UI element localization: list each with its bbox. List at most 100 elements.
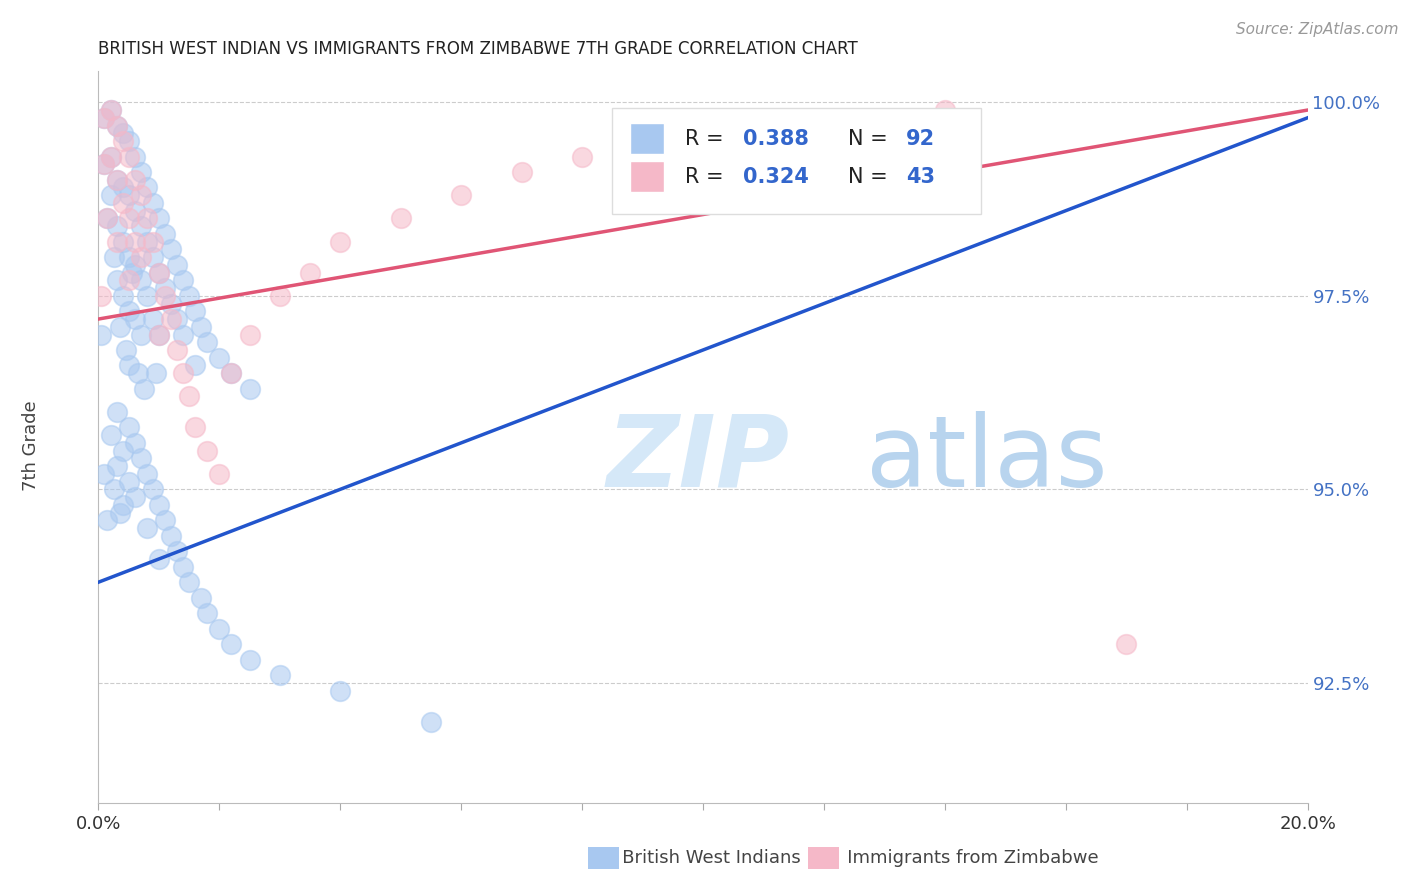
Text: R =: R = (685, 168, 730, 187)
Point (96, 513, 118, 527)
Point (571, 149, 593, 163)
Point (389, 211, 412, 226)
Point (221, 637, 243, 651)
Point (129, 250, 152, 264)
Text: 7th Grade: 7th Grade (22, 401, 39, 491)
Point (172, 366, 194, 380)
Point (100, 103, 122, 117)
Point (111, 235, 134, 249)
Point (160, 529, 183, 543)
Point (124, 258, 146, 272)
Text: atlas: atlas (866, 410, 1108, 508)
Point (118, 149, 141, 163)
Point (118, 250, 141, 264)
Point (153, 281, 176, 295)
Point (129, 327, 152, 342)
Point (184, 420, 207, 434)
Point (419, 714, 441, 729)
Point (105, 119, 128, 133)
Point (1115, 637, 1137, 651)
Point (111, 126, 134, 140)
Point (184, 304, 207, 318)
Point (160, 312, 183, 326)
Point (631, 134, 654, 148)
Point (148, 327, 170, 342)
Point (195, 335, 218, 350)
Point (111, 498, 134, 512)
Point (299, 266, 322, 280)
Point (177, 575, 201, 590)
Point (93, 111, 115, 125)
Point (118, 420, 141, 434)
Point (239, 652, 262, 666)
Point (166, 343, 188, 357)
Text: 0.324: 0.324 (742, 168, 808, 187)
Point (177, 289, 201, 303)
Point (111, 134, 134, 148)
Point (135, 521, 157, 535)
Point (190, 319, 212, 334)
Point (269, 668, 291, 682)
Point (148, 498, 170, 512)
Point (329, 235, 352, 249)
Point (118, 211, 141, 226)
Point (100, 188, 122, 202)
Point (118, 134, 141, 148)
Point (153, 513, 176, 527)
Point (142, 312, 165, 326)
Point (135, 467, 157, 481)
Point (208, 622, 231, 636)
Text: N =: N = (848, 168, 894, 187)
Point (124, 203, 146, 218)
Point (239, 327, 262, 342)
Point (239, 382, 262, 396)
Point (208, 467, 231, 481)
Point (148, 552, 170, 566)
Text: 0.388: 0.388 (742, 129, 808, 149)
Point (142, 235, 165, 249)
Point (100, 428, 122, 442)
Point (124, 235, 146, 249)
Point (111, 289, 134, 303)
Point (93, 157, 115, 171)
Point (153, 227, 176, 241)
Point (129, 165, 152, 179)
Point (450, 188, 472, 202)
Point (166, 544, 188, 558)
Point (103, 250, 125, 264)
FancyBboxPatch shape (612, 108, 981, 214)
Point (105, 219, 128, 234)
Bar (630, 123, 664, 154)
Point (160, 243, 183, 257)
Point (172, 273, 194, 287)
Point (121, 266, 143, 280)
Point (118, 359, 141, 373)
Text: Source: ZipAtlas.com: Source: ZipAtlas.com (1236, 22, 1399, 37)
Point (148, 327, 170, 342)
Point (129, 219, 152, 234)
Point (118, 475, 141, 489)
Point (329, 683, 352, 698)
Point (148, 266, 170, 280)
Point (111, 180, 134, 194)
Text: ZIP: ZIP (606, 410, 789, 508)
Point (135, 211, 157, 226)
Point (105, 235, 128, 249)
Text: N =: N = (848, 129, 894, 149)
Point (124, 312, 146, 326)
Point (269, 289, 291, 303)
Point (510, 165, 533, 179)
Point (111, 196, 134, 211)
Point (118, 188, 141, 202)
Point (105, 172, 128, 186)
Point (93, 467, 115, 481)
Point (93, 157, 115, 171)
Point (90, 327, 112, 342)
Point (100, 149, 122, 163)
Point (129, 273, 152, 287)
Point (100, 103, 122, 117)
Point (105, 459, 128, 474)
Point (114, 343, 136, 357)
Point (124, 490, 146, 504)
Point (108, 506, 131, 520)
